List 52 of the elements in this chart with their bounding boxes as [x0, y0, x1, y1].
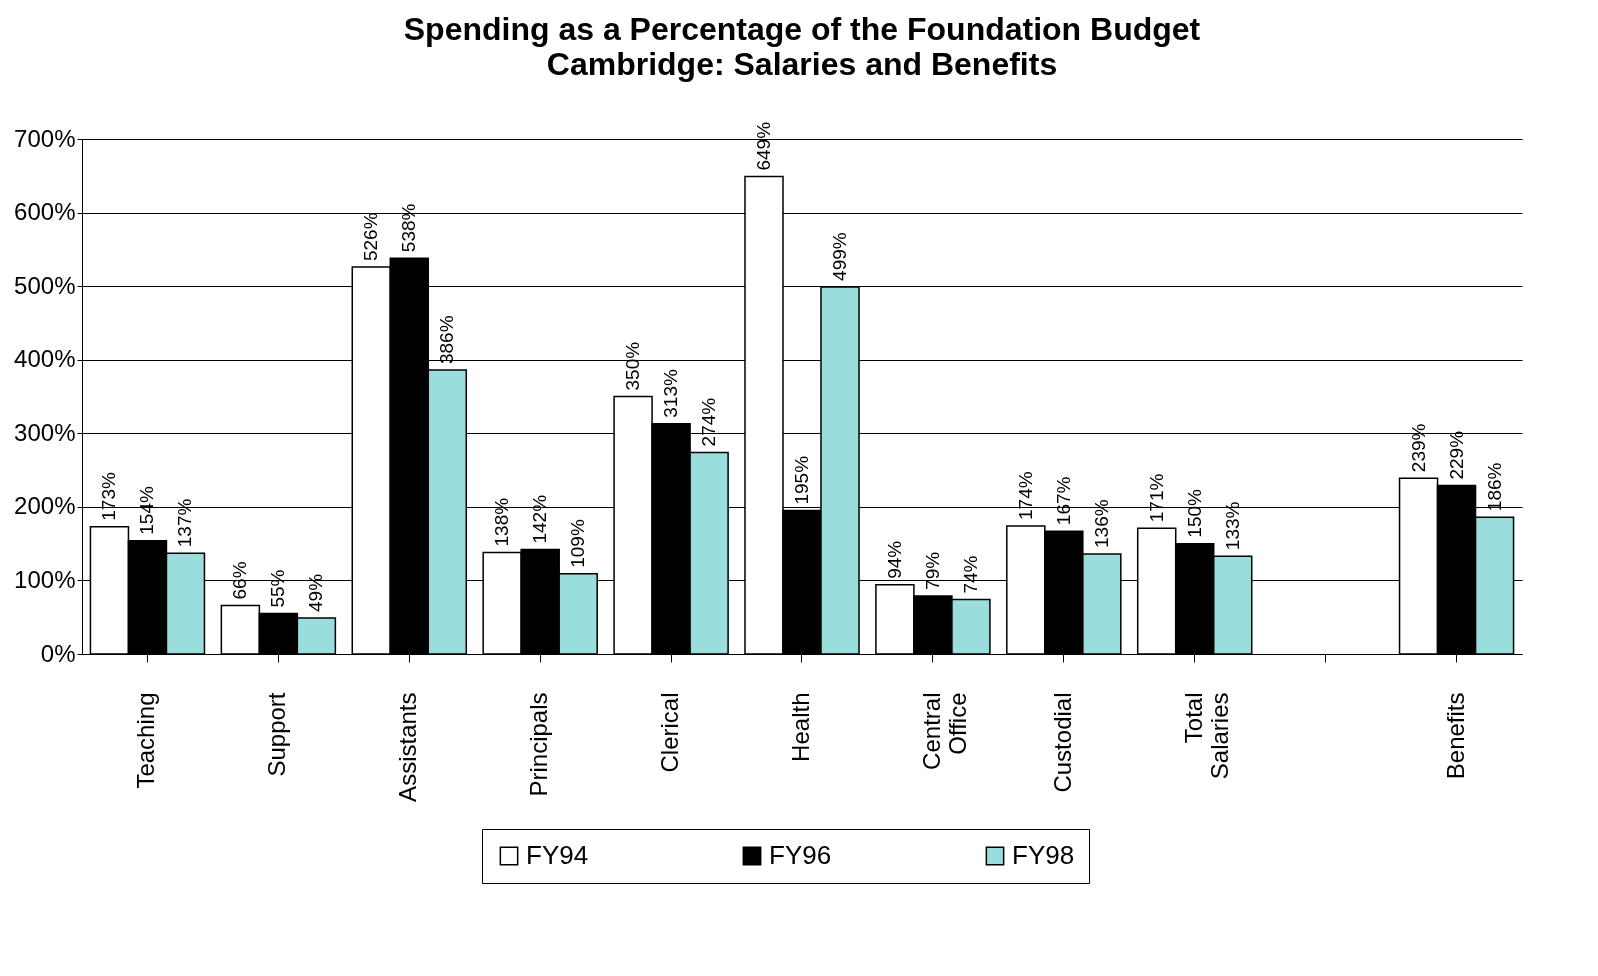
- x-tick-label: Support: [263, 692, 291, 777]
- data-label: 274%: [698, 397, 720, 447]
- data-label: 386%: [436, 315, 458, 365]
- x-tick-label: Principals: [525, 692, 553, 797]
- data-label: 74%: [959, 555, 981, 594]
- data-label: 174%: [1014, 471, 1036, 520]
- x-tick-label: Total Salaries: [1179, 692, 1233, 780]
- data-label: 136%: [1090, 499, 1112, 548]
- data-label: 109%: [567, 519, 589, 568]
- legend-label: FY98: [1012, 840, 1075, 870]
- data-label: 133%: [1221, 501, 1243, 551]
- data-label: 137%: [174, 498, 196, 548]
- chart-title: Spending as a Percentage of the Foundation Budget: [403, 10, 1201, 47]
- data-label: 79%: [921, 551, 943, 590]
- y-tick-label: 200%: [14, 492, 76, 520]
- data-label: 55%: [267, 569, 289, 608]
- data-label: 538%: [398, 203, 420, 253]
- data-label: 649%: [752, 121, 774, 171]
- data-label: 138%: [491, 497, 513, 547]
- data-label: 173%: [98, 472, 120, 521]
- x-tick-label: Clerical: [656, 692, 684, 773]
- x-tick-label: Health: [787, 692, 814, 762]
- y-tick-label: 0%: [40, 639, 76, 667]
- data-label: 49%: [305, 573, 327, 612]
- data-label: 171%: [1145, 473, 1167, 523]
- data-label: 154%: [136, 486, 158, 535]
- data-label: 499%: [829, 232, 851, 281]
- data-label: 195%: [791, 455, 812, 505]
- y-tick-label: 500%: [14, 271, 76, 299]
- data-label: 66%: [229, 561, 251, 600]
- x-tick-label: Benefits: [1441, 692, 1469, 780]
- data-label: 313%: [660, 369, 682, 418]
- data-label: 142%: [529, 494, 551, 544]
- data-label: 526%: [360, 212, 382, 262]
- data-label: 186%: [1483, 462, 1505, 512]
- x-tick-label: Central Office: [917, 692, 971, 770]
- x-tick-label: Assistants: [394, 692, 422, 802]
- y-tick-label: 100%: [14, 565, 76, 593]
- data-label: 150%: [1183, 488, 1205, 538]
- data-label: 350%: [622, 341, 644, 391]
- legend-label: FY96: [769, 840, 832, 870]
- data-label: 239%: [1407, 423, 1429, 473]
- y-tick-label: 400%: [14, 345, 76, 373]
- y-tick-label: 700%: [14, 124, 76, 152]
- y-tick-label: 600%: [14, 198, 76, 226]
- data-label: 229%: [1445, 430, 1467, 480]
- legend-label: FY94: [526, 840, 589, 870]
- data-label: 167%: [1052, 476, 1074, 526]
- x-tick-label: Teaching: [132, 692, 160, 789]
- data-label: 94%: [883, 540, 905, 579]
- y-tick-label: 300%: [14, 418, 76, 446]
- x-tick-label: Custodial: [1048, 692, 1076, 793]
